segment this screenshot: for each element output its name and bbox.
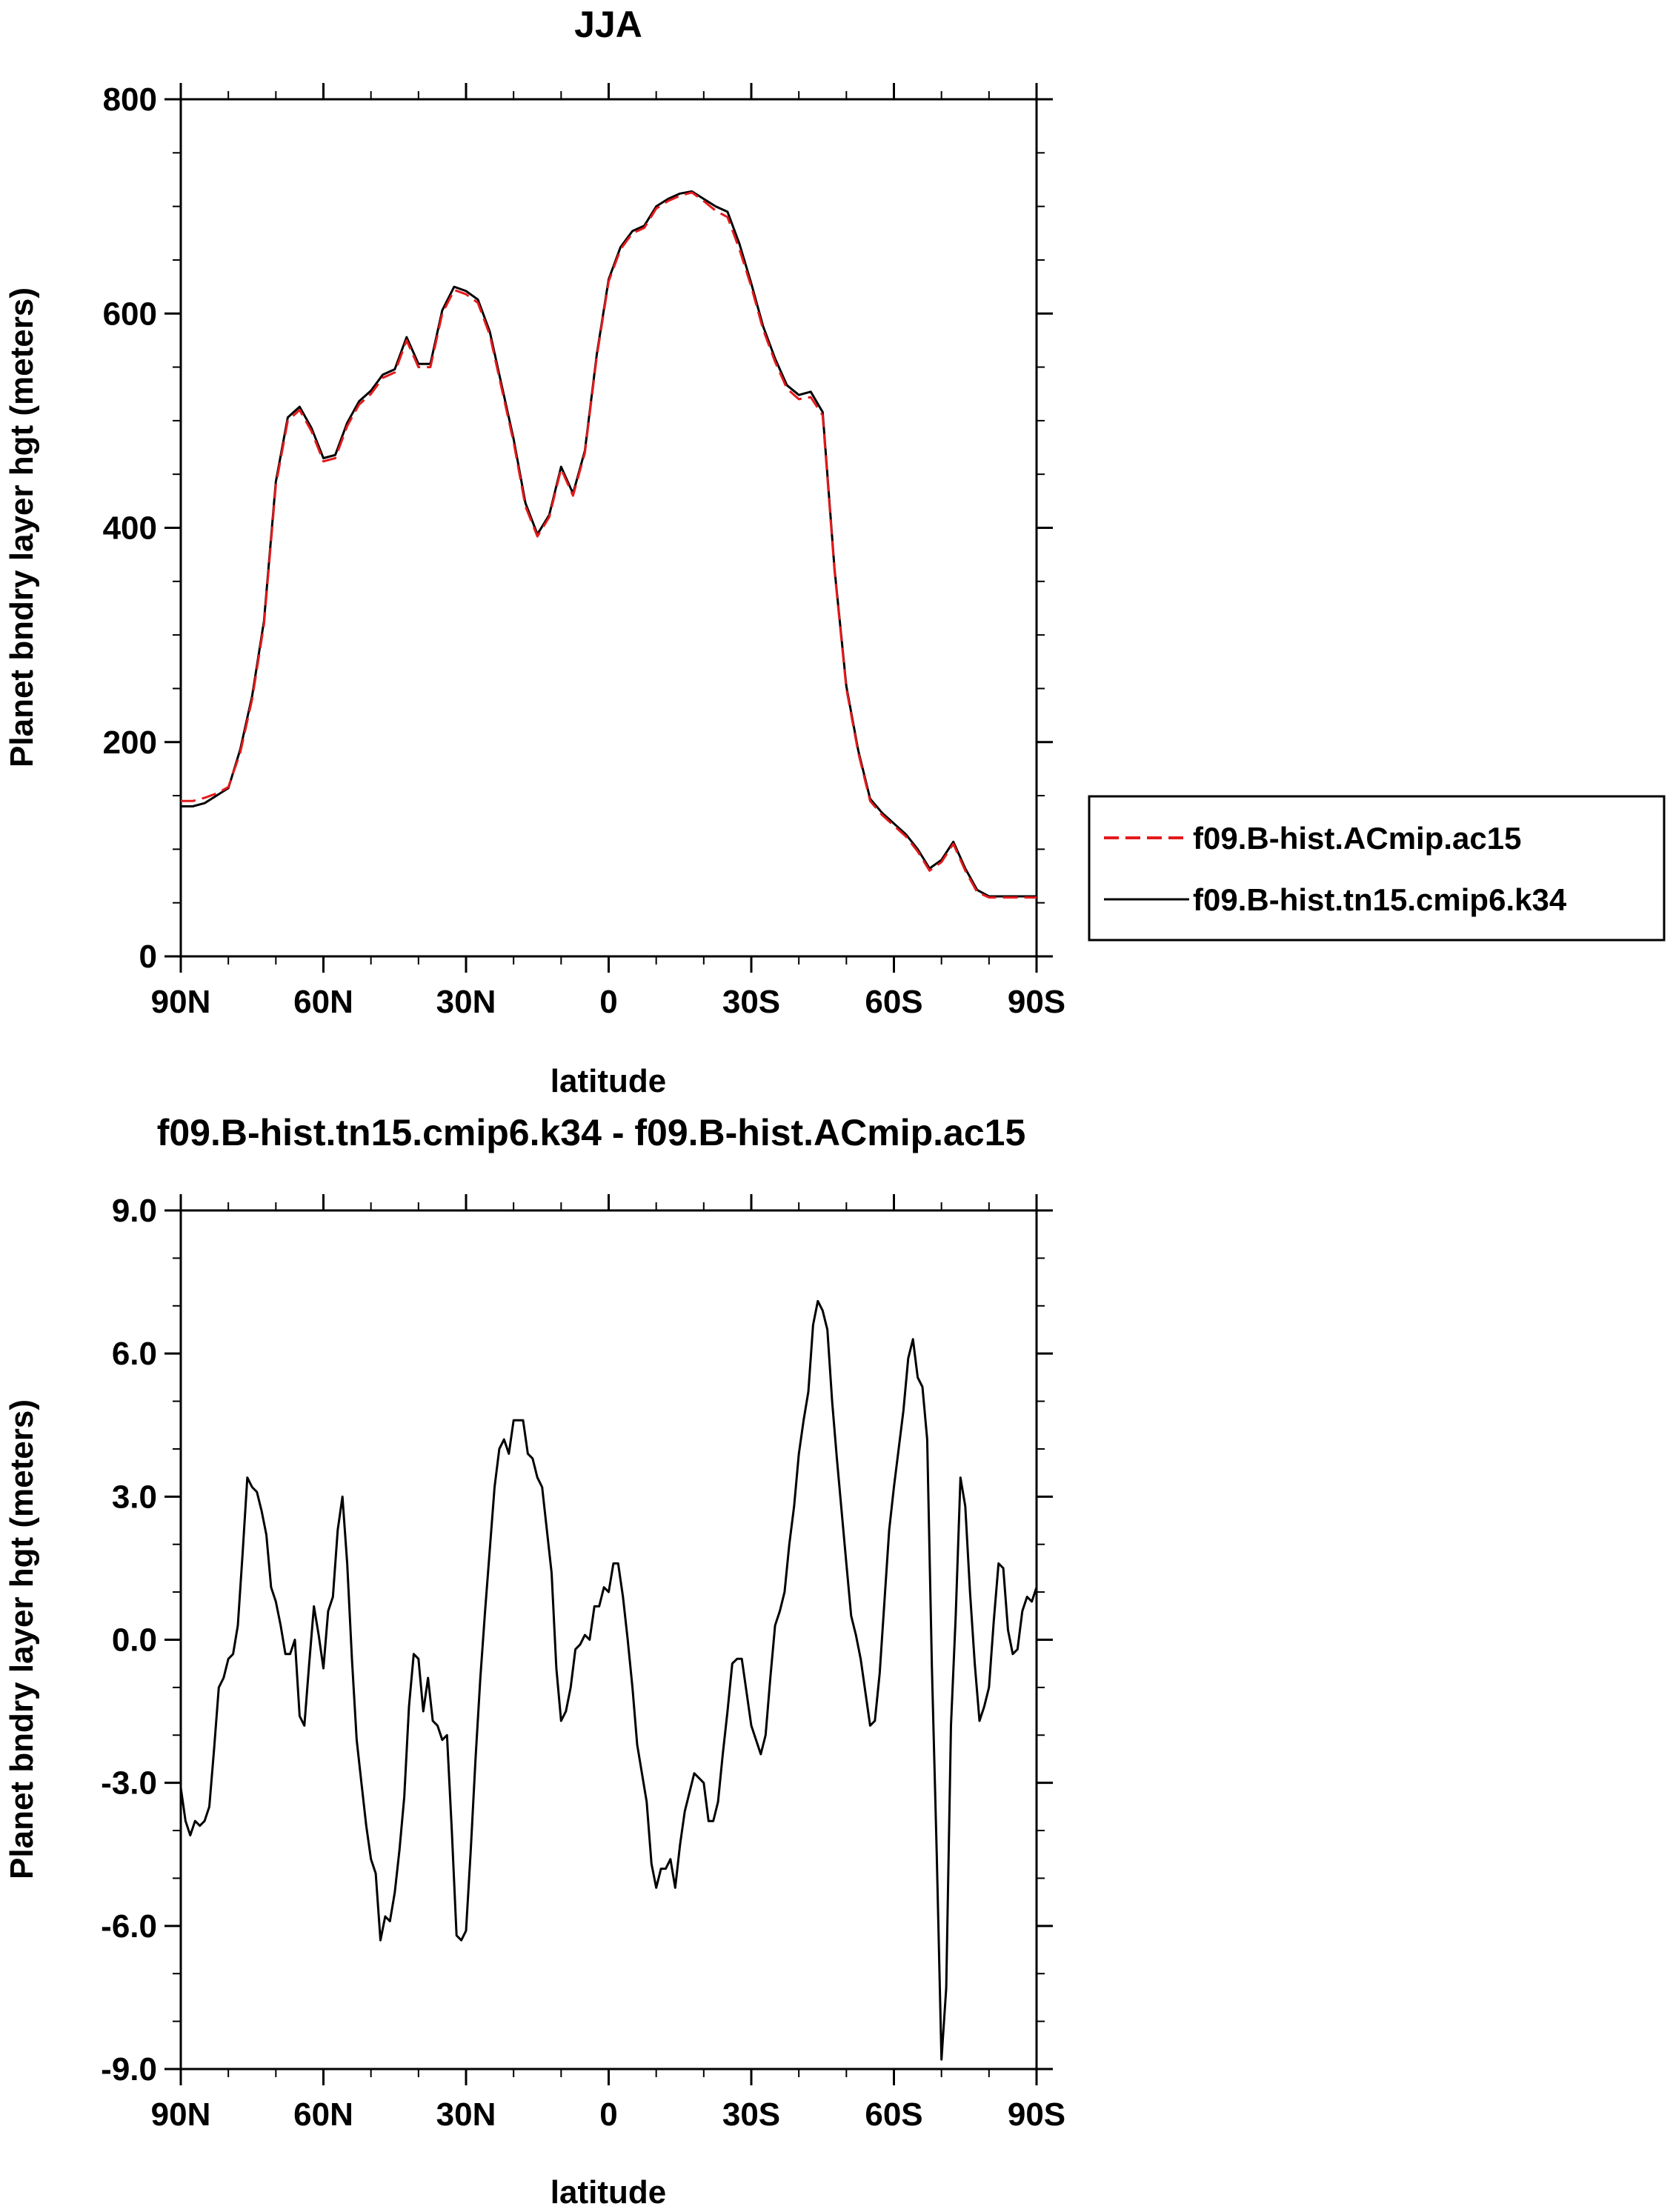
bottom-plot-frame <box>179 1209 1038 2071</box>
bottom-xtick-label: 60S <box>865 2096 922 2133</box>
bottom-x-axis-label: latitude <box>551 2174 666 2211</box>
top-chart-title: JJA <box>574 4 642 45</box>
bottom-xtick-label: 90S <box>1008 2096 1065 2133</box>
top-panel: JJA 0 200 400 600 800 90N 60N 30N 0 30S 60S 90S Pl… <box>4 4 1666 1099</box>
top-x-axis-label: latitude <box>551 1063 666 1099</box>
legend-label-k34: f09.B-hist.tn15.cmip6.k34 <box>1193 882 1567 917</box>
top-series-lines <box>181 190 1037 899</box>
top-series-line-1 <box>181 190 1037 898</box>
top-x-ticks: 90N 60N 30N 0 30S 60S 90S <box>151 83 1065 1020</box>
top-ytick-label: 800 <box>103 81 157 118</box>
top-xtick-label: 60N <box>293 984 353 1020</box>
top-xtick-label: 90S <box>1008 984 1065 1020</box>
top-ytick-label: 600 <box>103 296 157 332</box>
bottom-xtick-label: 30S <box>722 2096 780 2133</box>
top-plot-frame <box>179 98 1038 958</box>
bottom-y-ticks: -9.0 -6.0 -3.0 0.0 3.0 6.0 9.0 <box>101 1193 1053 2088</box>
bottom-ytick-label: 3.0 <box>112 1479 157 1515</box>
legend-box <box>1088 795 1666 942</box>
legend-label-ac15: f09.B-hist.ACmip.ac15 <box>1193 821 1521 856</box>
bottom-ytick-label: -3.0 <box>101 1765 157 1802</box>
bottom-ytick-label: -9.0 <box>101 2051 157 2088</box>
bottom-xtick-label: 0 <box>599 2096 617 2133</box>
bottom-chart-title: f09.B-hist.tn15.cmip6.k34 - f09.B-hist.A… <box>157 1112 1026 1153</box>
top-ytick-label: 0 <box>139 939 157 975</box>
top-xtick-label: 60S <box>865 984 922 1020</box>
bottom-xtick-label: 60N <box>293 2096 353 2133</box>
top-xtick-label: 30S <box>722 984 780 1020</box>
bottom-ytick-label: -6.0 <box>101 1908 157 1945</box>
top-ytick-label: 200 <box>103 724 157 761</box>
bottom-series-lines <box>179 1299 1038 2061</box>
top-ytick-label: 400 <box>103 510 157 547</box>
bottom-panel: f09.B-hist.tn15.cmip6.k34 - f09.B-hist.A… <box>4 1112 1065 2211</box>
top-xtick-label: 0 <box>599 984 617 1020</box>
top-y-axis-label: Planet bndry layer hgt (meters) <box>4 287 40 767</box>
top-series-line-0 <box>181 191 1037 899</box>
bottom-ytick-label: 0.0 <box>112 1622 157 1659</box>
top-y-ticks: 0 200 400 600 800 <box>103 81 1053 975</box>
bottom-y-axis-label: Planet bndry layer hgt (meters) <box>4 1399 40 1879</box>
bottom-ytick-label: 6.0 <box>112 1336 157 1372</box>
top-xtick-label: 30N <box>436 984 496 1020</box>
bottom-xtick-label: 30N <box>436 2096 496 2133</box>
bottom-xtick-label: 90N <box>151 2096 211 2133</box>
bottom-series-line-0 <box>179 1299 1038 2061</box>
bottom-ytick-label: 9.0 <box>112 1193 157 1229</box>
top-xtick-label: 90N <box>151 984 211 1020</box>
legend: f09.B-hist.ACmip.ac15 f09.B-hist.tn15.cm… <box>1088 795 1666 942</box>
bottom-x-ticks: 90N 60N 30N 0 30S 60S 90S <box>151 1194 1065 2133</box>
